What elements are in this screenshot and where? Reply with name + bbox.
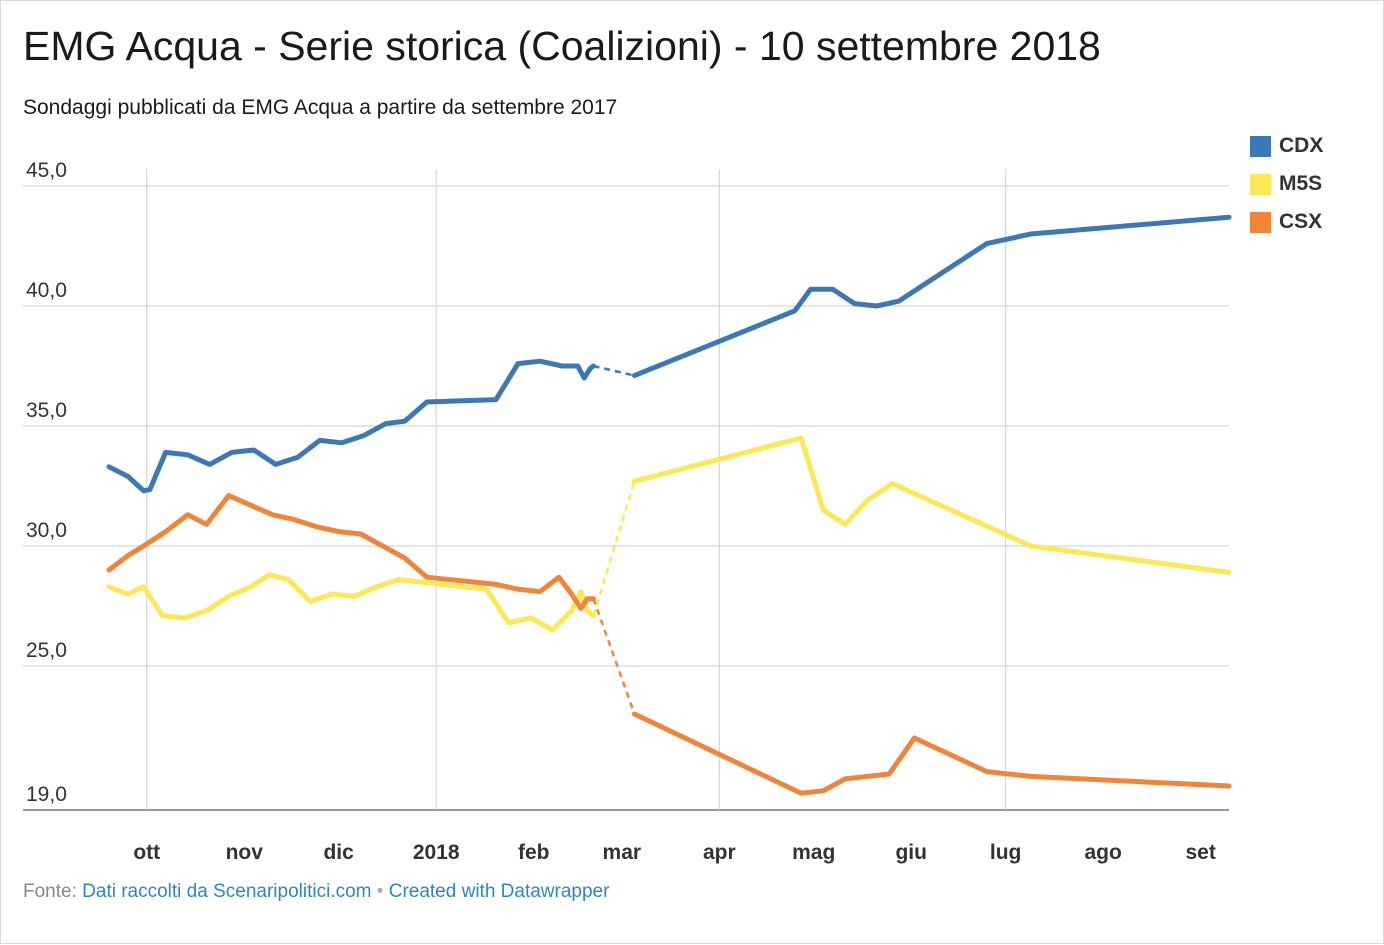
legend-item-cdx: CDX (1250, 127, 1323, 165)
y-tick-label: 40,0 (26, 279, 67, 302)
datawrapper-credit-link[interactable]: Created with Datawrapper (388, 881, 610, 902)
chart-title: EMG Acqua - Serie storica (Coalizioni) -… (23, 23, 1101, 69)
series-gap-m5s (592, 480, 636, 616)
source-prefix: Fonte: (23, 881, 77, 902)
chart-footer: Fonte: Dati raccolti da Scenaripolitici.… (23, 881, 609, 903)
x-tick-label: ott (133, 841, 160, 864)
y-tick-label: 45,0 (26, 159, 67, 182)
x-tick-label: mag (792, 841, 835, 864)
legend-label-m5s: M5S (1279, 172, 1323, 195)
x-tick-label: set (1186, 841, 1216, 864)
x-tick-label: lug (990, 841, 1022, 864)
series-line-cdx (631, 214, 1232, 379)
y-tick-label: 19,0 (26, 783, 67, 806)
series-line-cdx (106, 358, 596, 494)
x-tick-label: mar (603, 841, 642, 864)
series-layer (106, 214, 1232, 796)
x-tick-label: feb (518, 841, 550, 864)
x-tick-label: ago (1084, 841, 1121, 864)
x-tick-label: nov (226, 841, 264, 864)
y-tick-label: 30,0 (26, 519, 67, 542)
source-link[interactable]: Dati raccolti da Scenaripolitici.com (82, 881, 372, 902)
legend-label-csx: CSX (1279, 210, 1323, 233)
series-line-m5s (106, 572, 596, 633)
legend: CDX M5S CSX (1250, 127, 1323, 241)
series-line-m5s (631, 435, 1232, 575)
series-line-csx (631, 711, 1232, 796)
axis-layer: 45,0 40,0 35,0 30,0 25,0 19,0 ott nov dic 2018 feb… (26, 159, 1216, 864)
legend-item-csx: CSX (1250, 203, 1323, 241)
legend-swatch-csx (1250, 211, 1271, 233)
legend-swatch-m5s (1250, 173, 1271, 195)
legend-label-cdx: CDX (1279, 134, 1324, 157)
footer-separator: • (376, 881, 384, 902)
chart-subtitle: Sondaggi pubblicati da EMG Acqua a parti… (23, 96, 618, 119)
y-tick-label: 35,0 (26, 399, 67, 422)
series-line-csx (106, 493, 596, 611)
legend-item-m5s: M5S (1250, 165, 1323, 203)
y-tick-label: 25,0 (26, 639, 67, 662)
x-tick-label: dic (323, 841, 354, 864)
grid-layer (23, 169, 1229, 811)
legend-swatch-cdx (1250, 135, 1271, 157)
series-gap-cdx (593, 364, 635, 377)
x-tick-label: 2018 (413, 841, 460, 864)
series-gap-csx (592, 598, 636, 715)
x-tick-label: giu (895, 841, 927, 864)
x-tick-label: apr (703, 841, 736, 864)
